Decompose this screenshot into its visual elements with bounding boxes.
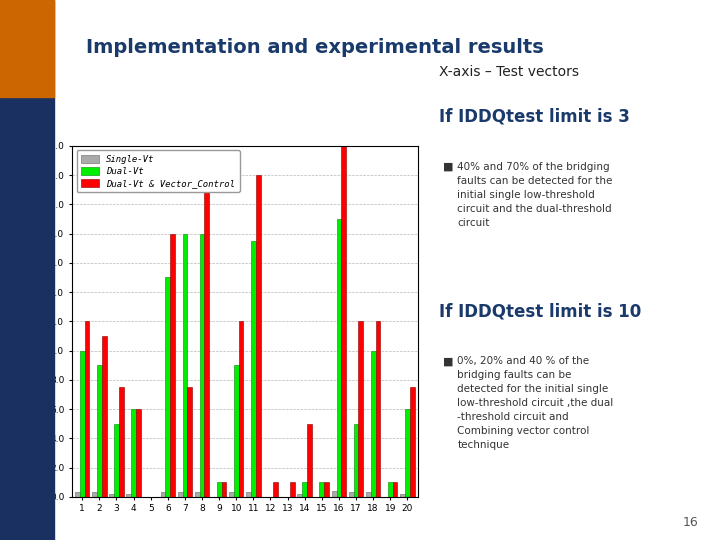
Bar — [183, 233, 187, 497]
Bar — [297, 494, 302, 497]
Bar — [131, 409, 136, 497]
Bar — [204, 168, 210, 497]
Bar — [376, 321, 380, 497]
Bar — [13, 26, 41, 76]
Text: 40% and 70% of the bridging
faults can be detected for the
initial single low-th: 40% and 70% of the bridging faults can b… — [457, 162, 613, 228]
Bar — [371, 350, 376, 497]
Bar — [119, 387, 124, 497]
Bar — [324, 482, 329, 497]
Bar — [166, 278, 170, 497]
Text: 16: 16 — [683, 516, 698, 529]
Bar — [307, 424, 312, 497]
Bar — [102, 336, 107, 497]
Legend: Single-Vt, Dual-Vt, Dual-Vt & Vector_Control: Single-Vt, Dual-Vt, Dual-Vt & Vector_Con… — [76, 150, 240, 192]
Bar — [136, 409, 141, 497]
Bar — [348, 492, 354, 497]
Bar — [229, 492, 234, 497]
Bar — [195, 492, 199, 497]
Bar — [187, 387, 192, 497]
Text: 0%, 20% and 40 % of the
bridging faults can be
detected for the initial single
l: 0%, 20% and 40 % of the bridging faults … — [457, 356, 613, 450]
Bar — [97, 365, 102, 497]
Bar — [336, 219, 341, 497]
Bar — [410, 387, 415, 497]
Bar — [366, 492, 371, 497]
Bar — [392, 482, 397, 497]
Bar — [320, 482, 324, 497]
Bar — [222, 482, 226, 497]
Text: Implementation and experimental results: Implementation and experimental results — [86, 38, 544, 57]
Bar — [246, 492, 251, 497]
Text: If IDDQtest limit is 10: If IDDQtest limit is 10 — [439, 302, 642, 320]
Bar — [400, 494, 405, 497]
Bar — [405, 409, 410, 497]
Bar — [388, 482, 392, 497]
Text: X-axis – Test vectors: X-axis – Test vectors — [439, 65, 579, 79]
Bar — [332, 491, 336, 497]
Bar — [85, 321, 89, 497]
Bar — [199, 233, 204, 497]
Bar — [127, 494, 131, 497]
Bar — [273, 482, 278, 497]
Bar — [92, 492, 97, 497]
Text: ■: ■ — [443, 162, 454, 172]
Bar — [178, 492, 183, 497]
Bar — [170, 233, 175, 497]
Bar — [302, 482, 307, 497]
Bar — [75, 492, 80, 497]
Bar — [238, 321, 243, 497]
Bar — [359, 321, 363, 497]
Y-axis label: Fault Current Ratio: Fault Current Ratio — [32, 272, 42, 370]
Bar — [354, 424, 359, 497]
Bar — [114, 424, 119, 497]
Bar — [109, 494, 114, 497]
Bar — [251, 241, 256, 497]
Bar — [161, 492, 166, 497]
Text: If IDDQtest limit is 3: If IDDQtest limit is 3 — [439, 108, 630, 126]
Bar — [217, 482, 222, 497]
Bar — [234, 365, 238, 497]
Text: ■: ■ — [443, 356, 454, 367]
Bar — [341, 146, 346, 497]
Bar — [290, 482, 294, 497]
Bar — [256, 175, 261, 497]
Bar — [80, 350, 85, 497]
